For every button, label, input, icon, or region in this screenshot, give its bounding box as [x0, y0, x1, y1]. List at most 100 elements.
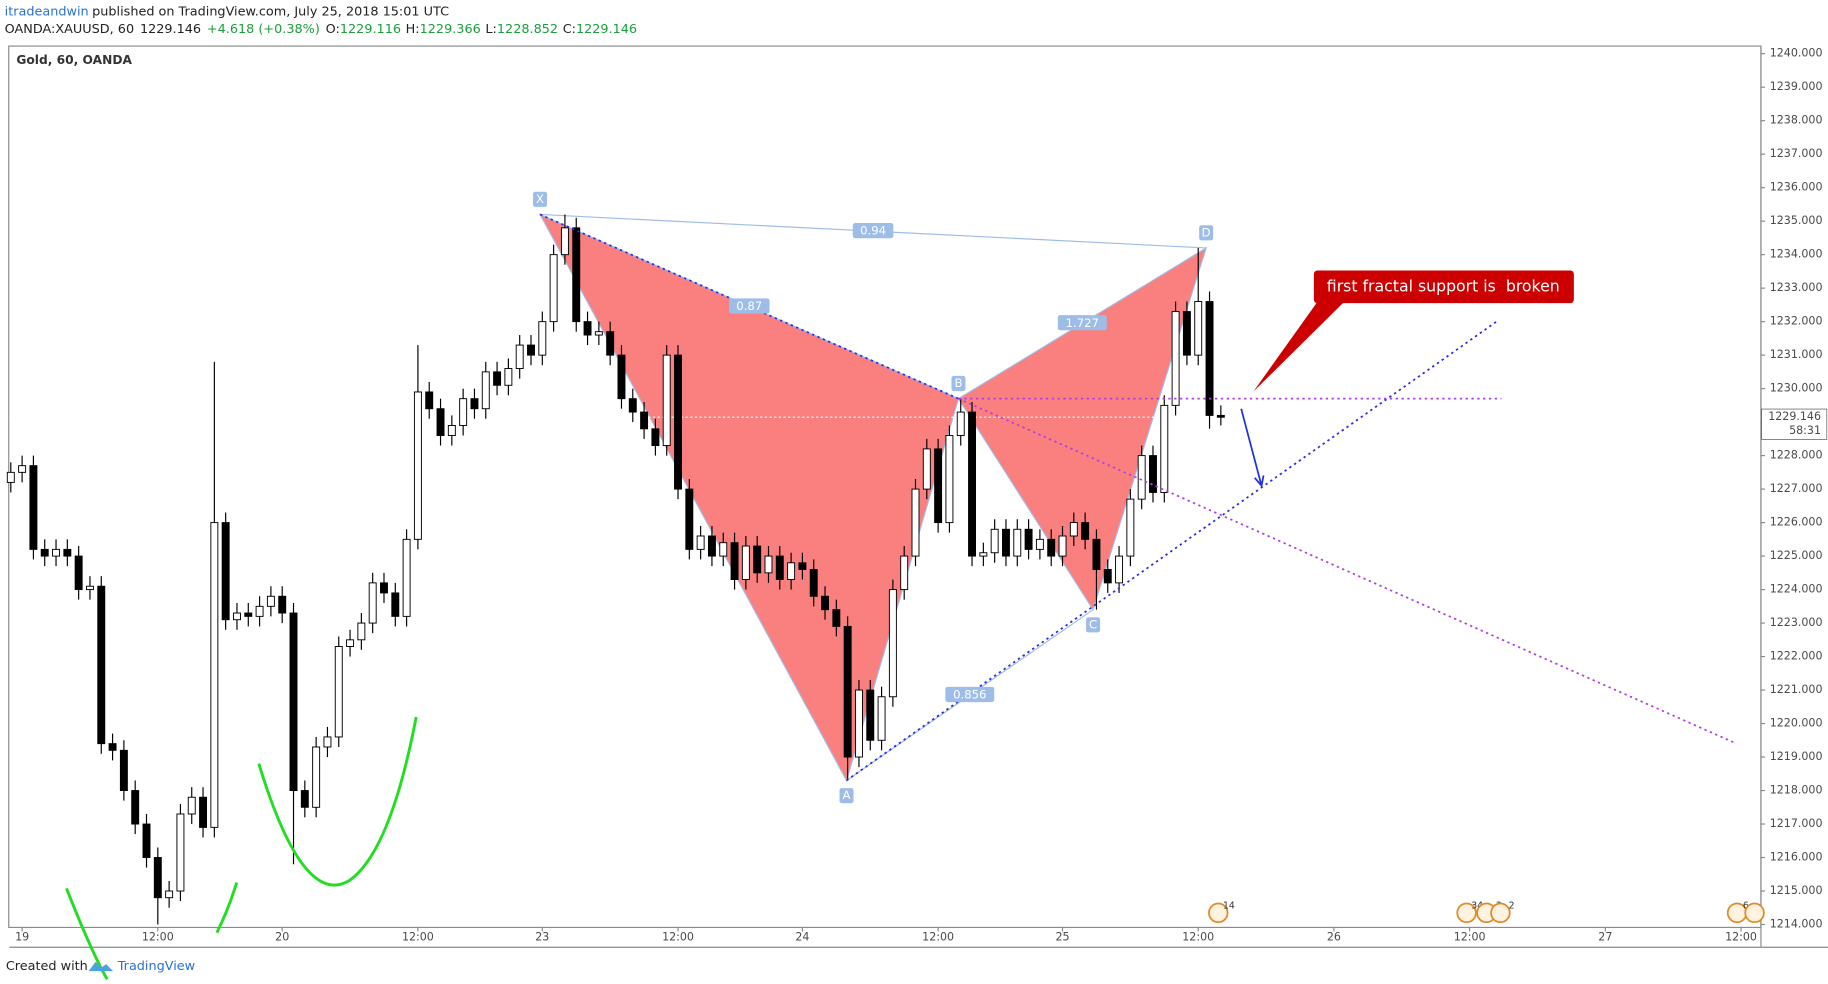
event-count: 2 — [1509, 900, 1515, 911]
candle-body — [6, 471, 15, 483]
candle-body — [979, 552, 988, 557]
y-tick-label: 1225.000 — [1770, 549, 1823, 562]
candle-body — [787, 562, 796, 580]
candle-body — [1035, 538, 1044, 550]
candle-body — [153, 857, 162, 899]
x-tick-label: 24 — [795, 930, 809, 943]
l-label: L: — [485, 22, 496, 37]
candle-body — [402, 538, 411, 617]
candle-body — [481, 371, 490, 410]
last-price-box — [1761, 408, 1828, 440]
x-tick-label: 12:00 — [662, 930, 694, 943]
footer-created: Created with — [6, 959, 88, 974]
o: 1229.116 — [340, 22, 401, 37]
y-tick-label: 1215.000 — [1770, 884, 1823, 897]
candle-body — [210, 522, 219, 828]
y-tick-label: 1237.000 — [1770, 147, 1823, 160]
candle-body — [436, 408, 445, 436]
candle-body — [866, 689, 875, 741]
y-tick-label: 1227.000 — [1770, 482, 1823, 495]
event-icon[interactable] — [1208, 902, 1229, 924]
candle-body — [753, 545, 762, 574]
y-tick-label: 1214.000 — [1770, 918, 1823, 931]
candle-body — [380, 582, 388, 594]
candle-body — [719, 542, 728, 557]
y-tick-label: 1231.000 — [1770, 348, 1823, 361]
candle-body — [617, 354, 626, 400]
trendline — [846, 319, 1499, 782]
author[interactable]: itradeandwin — [5, 4, 89, 19]
candle-body — [730, 542, 739, 580]
candle-body — [549, 254, 558, 323]
point-box — [1199, 225, 1214, 241]
ohlc-line: OANDA:XAUUSD, 60 1229.146 +4.618 (+0.38%) O… — [5, 22, 637, 37]
candle-body — [244, 612, 253, 617]
countdown: 58:31 — [1789, 424, 1821, 437]
candle-body — [300, 790, 309, 808]
x-tick-label: 12:00 — [1725, 930, 1757, 943]
ratio-box — [852, 223, 894, 239]
x-tick-label: 12:00 — [1454, 930, 1486, 943]
point-box — [1086, 617, 1101, 633]
candle-body — [391, 592, 400, 617]
candle-body — [696, 535, 705, 550]
candle-body — [266, 595, 275, 607]
y-tick-label: 1238.000 — [1770, 114, 1823, 127]
x-tick-label: 23 — [535, 930, 549, 943]
point-label: D — [1202, 225, 1211, 239]
c: 1229.146 — [576, 22, 637, 37]
candle-body — [594, 331, 603, 336]
candle-body — [165, 890, 174, 899]
y-tick-label: 1217.000 — [1770, 817, 1823, 830]
candle-body — [413, 391, 422, 540]
candle-body — [131, 790, 140, 825]
candle-body — [312, 746, 321, 808]
candle-body — [968, 411, 977, 557]
candle-body — [583, 321, 592, 336]
candle-body — [832, 609, 841, 627]
candle-body — [572, 227, 581, 323]
y-tick-label: 1223.000 — [1770, 616, 1823, 629]
candle-body — [764, 555, 773, 574]
candle-body — [493, 371, 502, 386]
point-label: X — [536, 192, 544, 206]
candle-body — [142, 823, 151, 858]
x-tick-label: 12:00 — [1182, 930, 1214, 943]
last: 1229.146 — [140, 22, 201, 37]
tv-logo — [88, 961, 114, 972]
ratio-box — [945, 686, 995, 703]
candle-body — [662, 354, 671, 447]
candle-body — [289, 612, 298, 792]
event-icon[interactable] — [1490, 902, 1511, 924]
candle-body — [368, 582, 377, 624]
candle-body — [854, 689, 863, 758]
candle-body — [470, 398, 479, 410]
y-tick-label: 1226.000 — [1770, 516, 1823, 529]
footer-brand[interactable]: TradingView — [117, 959, 195, 974]
candle-body — [108, 743, 117, 751]
candle-body — [74, 555, 83, 591]
event-icon[interactable] — [1456, 902, 1477, 924]
candle-body — [1092, 538, 1101, 570]
candle-body — [1024, 528, 1033, 550]
candle-body — [63, 548, 72, 557]
candle-body — [52, 548, 60, 557]
candle-body — [1081, 522, 1090, 540]
plot: 0.94 0.87 1.727 0.856 X A B C D — [6, 191, 1761, 925]
ratio-box — [728, 298, 770, 314]
h: 1229.366 — [420, 22, 481, 37]
candle-body — [560, 227, 569, 256]
candle-body — [1047, 538, 1056, 557]
point-box — [951, 375, 966, 392]
candle-body — [119, 749, 128, 792]
candle-body — [18, 465, 27, 473]
candle-body — [504, 368, 513, 386]
ratio-label: 0.87 — [736, 299, 762, 313]
candle-body — [447, 424, 456, 436]
candle-body — [1103, 569, 1112, 584]
y-tick-label: 1216.000 — [1770, 851, 1823, 864]
candle-body — [187, 796, 196, 815]
x-tick-label: 12:00 — [142, 930, 174, 943]
event-icon[interactable] — [1744, 902, 1765, 924]
